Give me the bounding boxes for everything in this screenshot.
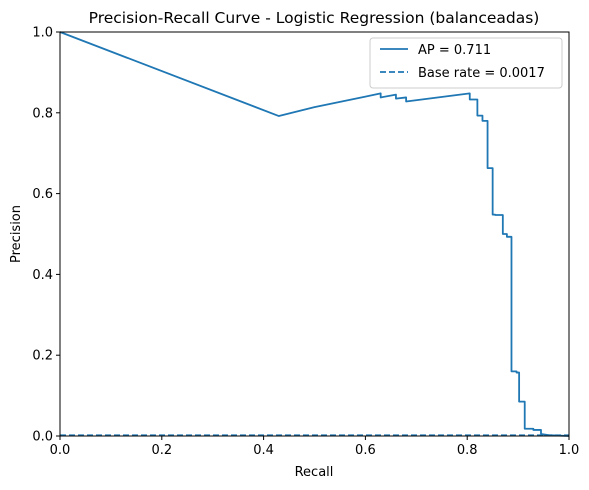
plot-frame bbox=[59, 31, 570, 437]
chart-title: Precision-Recall Curve - Logistic Regres… bbox=[89, 9, 540, 27]
x-tick-label: 0.0 bbox=[50, 443, 71, 458]
x-tick-label: 0.2 bbox=[151, 443, 172, 458]
y-axis-ticks: 0.0 0.2 0.4 0.6 0.8 1.0 bbox=[32, 26, 60, 445]
y-tick-label: 0.2 bbox=[32, 349, 53, 364]
x-tick-label: 1.0 bbox=[559, 443, 580, 458]
x-axis-label: Recall bbox=[295, 465, 334, 480]
x-tick-label: 0.4 bbox=[253, 443, 274, 458]
x-tick-label: 0.8 bbox=[457, 443, 478, 458]
legend-frame bbox=[369, 37, 563, 89]
plot-area bbox=[59, 31, 570, 437]
legend-entry-ap: AP = 0.711 bbox=[418, 43, 491, 58]
series-line-pr-curve bbox=[59, 31, 570, 437]
x-axis-ticks: 0.0 0.2 0.4 0.6 0.8 1.0 bbox=[50, 436, 580, 458]
x-tick-label: 0.6 bbox=[355, 443, 376, 458]
y-axis-label: Precision bbox=[9, 205, 24, 263]
y-tick-label: 0.0 bbox=[32, 430, 53, 445]
y-tick-label: 0.6 bbox=[32, 187, 53, 202]
y-tick-label: 1.0 bbox=[32, 26, 53, 41]
legend-entry-base-rate: Base rate = 0.0017 bbox=[418, 66, 545, 81]
y-tick-label: 0.8 bbox=[32, 106, 53, 121]
y-tick-label: 0.4 bbox=[32, 268, 53, 283]
series-layer bbox=[59, 31, 570, 437]
legend: AP = 0.711 Base rate = 0.0017 bbox=[369, 37, 563, 89]
